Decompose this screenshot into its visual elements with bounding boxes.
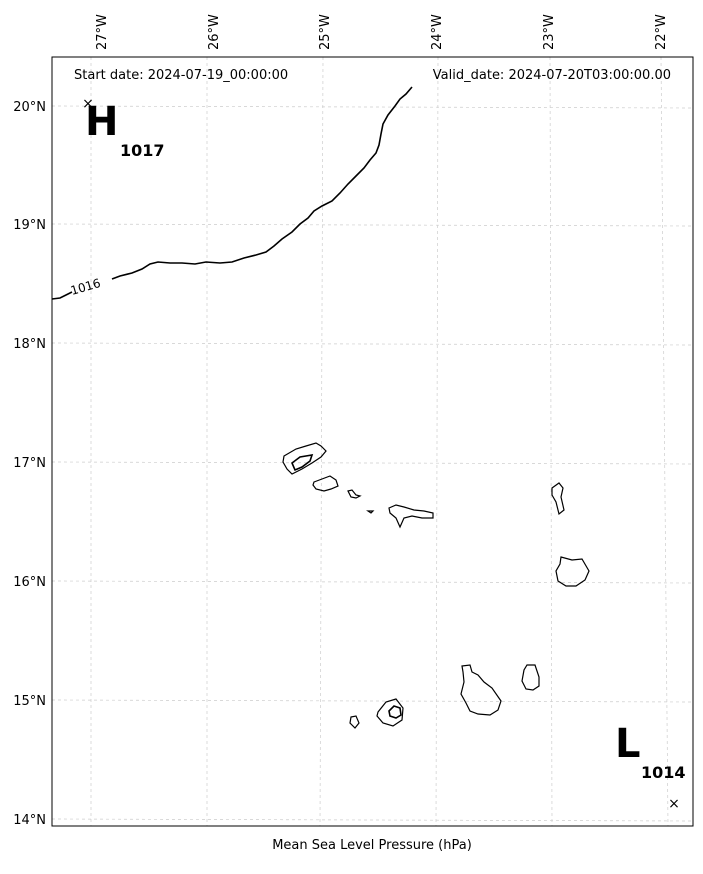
high-center-marker: × [82, 96, 94, 112]
longitude-labels: 27°W 26°W 25°W 24°W 23°W 22°W [95, 14, 669, 50]
island-santo-antao [282, 442, 327, 475]
map-caption: Mean Sea Level Pressure (hPa) [272, 838, 472, 853]
meridian-22w [660, 56, 669, 827]
parallel-16n [51, 580, 694, 584]
meridian-25w [319, 56, 324, 827]
lon-tick-label: 23°W [542, 14, 557, 50]
lon-tick-label: 24°W [430, 14, 445, 50]
graticule [51, 56, 694, 827]
island-maio [521, 664, 540, 691]
parallel-14n [51, 818, 694, 822]
valid-date-text: Valid_date: 2024-07-20T03:00:00.00 [433, 68, 671, 83]
island-sao-vicente [312, 475, 339, 492]
parallel-15n [51, 699, 694, 703]
low-center-marker: × [668, 796, 680, 812]
lat-tick-label: 20°N [13, 100, 46, 115]
island-razo [366, 510, 375, 514]
isobar-inner-santo-antao [291, 453, 314, 472]
parallel-18n [51, 342, 694, 346]
island-brava [349, 715, 360, 729]
island-fogo [376, 698, 404, 727]
island-santiago [460, 664, 502, 716]
low-pressure-value: 1014 [641, 763, 686, 782]
latitude-labels: 20°N 19°N 18°N 17°N 16°N 15°N 14°N [13, 100, 46, 828]
coastlines [282, 442, 590, 729]
island-sal [551, 482, 565, 516]
lat-tick-label: 16°N [13, 575, 46, 590]
lat-tick-label: 15°N [13, 694, 46, 709]
lon-tick-label: 26°W [207, 14, 222, 50]
lat-tick-label: 19°N [13, 218, 46, 233]
meridian-23w [549, 56, 553, 827]
island-sao-nicolau [388, 504, 434, 529]
isobar-1016-line [51, 86, 413, 300]
parallel-20n [51, 105, 694, 109]
lon-tick-label: 25°W [318, 14, 333, 50]
map-frame [51, 56, 694, 827]
lat-tick-label: 17°N [13, 456, 46, 471]
start-date-text: Start date: 2024-07-19_00:00:00 [74, 68, 288, 83]
lat-tick-label: 14°N [13, 813, 46, 828]
high-pressure-symbol: H [85, 99, 118, 145]
high-pressure-value: 1017 [120, 141, 165, 160]
lat-tick-label: 18°N [13, 337, 46, 352]
island-santa-luzia [347, 489, 362, 499]
meridian-24w [435, 56, 439, 827]
lon-tick-label: 27°W [95, 14, 110, 50]
lon-tick-label: 22°W [654, 14, 669, 50]
isobar-inner-fogo [388, 705, 402, 719]
parallel-19n [51, 223, 694, 227]
isobar-1016-label: 1016 [69, 276, 102, 298]
island-boa-vista [555, 556, 590, 587]
parallel-17n [51, 461, 694, 465]
low-pressure-symbol: L [615, 721, 641, 767]
